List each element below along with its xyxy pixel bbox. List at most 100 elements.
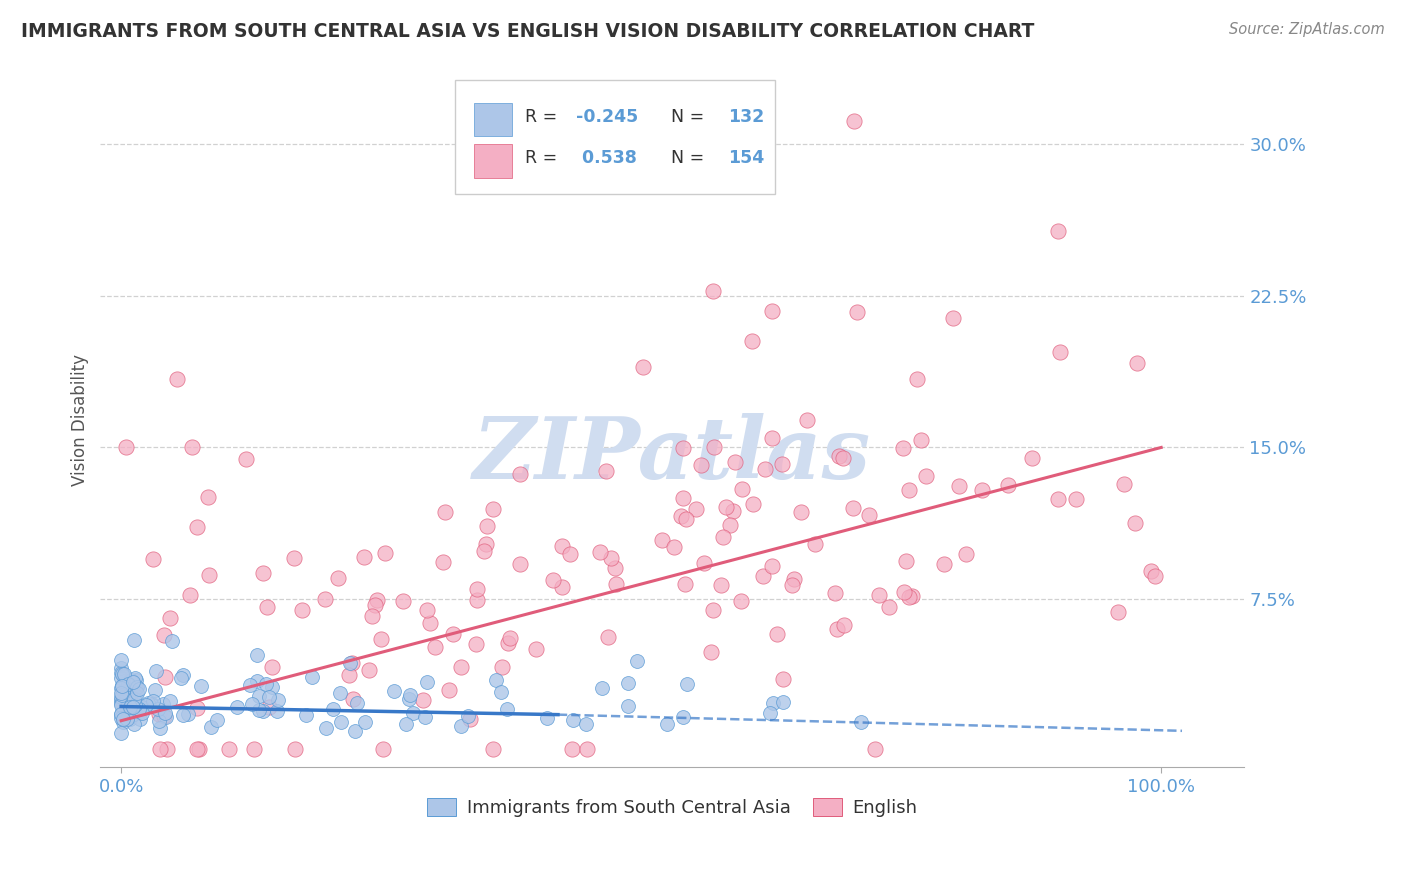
Point xyxy=(413,710,436,724)
Point xyxy=(120,703,142,717)
Point xyxy=(322,702,344,716)
Point xyxy=(754,462,776,476)
Point xyxy=(576,742,599,756)
Point xyxy=(179,588,201,602)
Point xyxy=(122,675,145,690)
Point xyxy=(115,713,138,727)
Point xyxy=(115,675,138,690)
Point xyxy=(475,537,498,551)
Text: N =: N = xyxy=(659,149,710,168)
Point xyxy=(111,679,134,693)
Point xyxy=(465,593,488,607)
Point xyxy=(110,706,132,721)
Point xyxy=(112,666,135,681)
Point xyxy=(259,699,281,714)
Point xyxy=(114,687,136,701)
Point xyxy=(242,697,264,711)
Point xyxy=(1107,605,1129,619)
Point xyxy=(970,483,993,497)
Point xyxy=(669,508,692,523)
Point xyxy=(128,706,150,721)
Point xyxy=(197,490,219,504)
Point xyxy=(551,580,574,594)
Point xyxy=(128,681,150,696)
Point xyxy=(450,659,472,673)
Text: N =: N = xyxy=(659,108,710,126)
Point xyxy=(499,632,522,646)
Point xyxy=(783,573,806,587)
Point xyxy=(1047,224,1070,238)
Point xyxy=(149,742,172,756)
Point xyxy=(188,742,211,756)
Point xyxy=(662,540,685,554)
Point xyxy=(166,372,188,386)
Point xyxy=(111,667,134,681)
Point xyxy=(910,433,932,447)
Point xyxy=(235,452,257,467)
Point xyxy=(721,504,744,518)
Text: ZIPatlas: ZIPatlas xyxy=(474,413,872,497)
Point xyxy=(893,585,915,599)
Point xyxy=(353,549,375,564)
Point xyxy=(716,500,738,515)
Point xyxy=(155,710,177,724)
Point xyxy=(675,511,697,525)
Point xyxy=(149,721,172,735)
Point xyxy=(110,711,132,725)
Point xyxy=(441,627,464,641)
Point xyxy=(340,657,363,671)
Text: R =: R = xyxy=(524,108,562,126)
Point xyxy=(145,682,167,697)
Point xyxy=(122,632,145,647)
Point xyxy=(141,697,163,711)
Point xyxy=(301,670,323,684)
Point xyxy=(122,717,145,731)
Point xyxy=(1046,492,1069,507)
Point xyxy=(218,742,240,756)
Point xyxy=(111,688,134,702)
Point xyxy=(485,673,508,687)
Point xyxy=(772,672,794,686)
Point xyxy=(110,692,132,706)
Point xyxy=(832,618,855,632)
Point xyxy=(131,699,153,714)
Point xyxy=(121,696,143,710)
Point xyxy=(186,700,208,714)
Point xyxy=(498,636,520,650)
Point xyxy=(711,530,734,544)
Point xyxy=(129,712,152,726)
Text: 0.538: 0.538 xyxy=(576,149,637,168)
Point xyxy=(605,561,627,575)
Point xyxy=(1049,344,1071,359)
Point xyxy=(858,508,880,522)
Point xyxy=(242,742,264,756)
FancyBboxPatch shape xyxy=(456,80,775,194)
Point xyxy=(731,483,754,497)
Point xyxy=(114,441,136,455)
Point xyxy=(465,582,488,596)
Point xyxy=(112,708,135,723)
Point xyxy=(575,717,598,731)
Point xyxy=(672,441,695,455)
Point xyxy=(392,594,415,608)
Point xyxy=(252,704,274,718)
Point xyxy=(780,578,803,592)
Point xyxy=(849,714,872,729)
Point xyxy=(343,723,366,738)
Point xyxy=(402,706,425,720)
Point xyxy=(605,577,627,591)
Point xyxy=(110,666,132,681)
Point xyxy=(718,518,741,533)
Point xyxy=(382,684,405,698)
Point xyxy=(723,454,745,468)
Point xyxy=(266,704,288,718)
Point xyxy=(118,689,141,703)
Point xyxy=(617,675,640,690)
Point xyxy=(595,463,617,477)
Point xyxy=(330,715,353,730)
Point xyxy=(262,660,284,674)
Point xyxy=(589,544,612,558)
Point xyxy=(111,684,134,698)
Point xyxy=(772,695,794,709)
Point xyxy=(239,677,262,691)
